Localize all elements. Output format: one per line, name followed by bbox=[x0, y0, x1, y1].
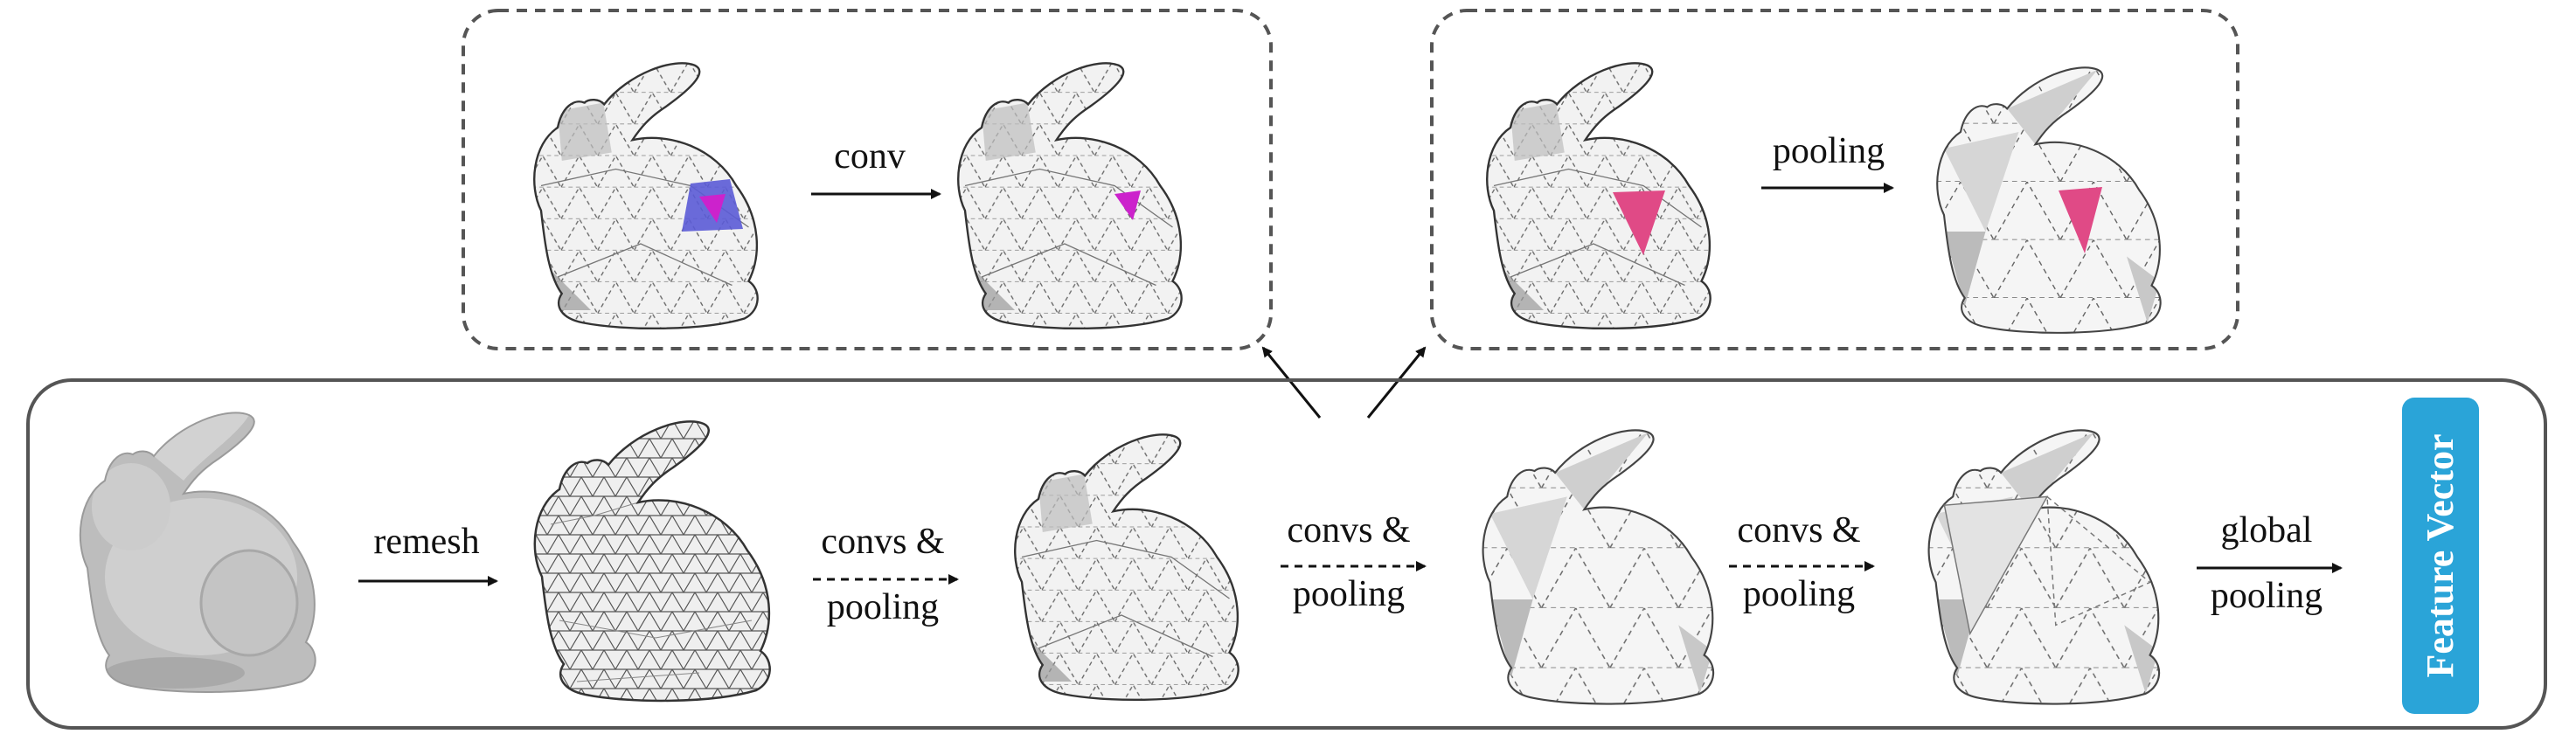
conv-detail-box bbox=[462, 9, 1273, 350]
stage2-label-line2: pooling bbox=[1293, 574, 1405, 614]
conv-label: conv bbox=[834, 136, 906, 177]
conv-input-mesh: bunny-wireframe-icon bbox=[524, 61, 774, 336]
branch-arrow-to-conv bbox=[1261, 346, 1322, 419]
stage1-label-line2: pooling bbox=[827, 587, 939, 627]
level1-mesh: bunny-wireframe-icon bbox=[1005, 433, 1254, 707]
pool-input-mesh: bunny-wireframe-icon bbox=[1477, 61, 1726, 336]
global-label-line1: global bbox=[2221, 510, 2313, 550]
conv-output-mesh: bunny-wireframe-icon bbox=[948, 61, 1198, 336]
pooling-label-top: pooling bbox=[1773, 131, 1885, 171]
pool-input-faces bbox=[1613, 190, 1665, 255]
feature-vector-label: Feature Vector bbox=[2419, 434, 2461, 678]
remeshed-mesh: bunny-wireframe-icon bbox=[524, 419, 787, 708]
remesh-label: remesh bbox=[373, 522, 479, 562]
stage2-label-line1: convs & bbox=[1287, 510, 1410, 550]
stage1-label-line1: convs & bbox=[821, 522, 944, 562]
stage3-label-line2: pooling bbox=[1743, 574, 1855, 614]
conv-center-face bbox=[699, 194, 726, 223]
input-mesh: bunny-solid-icon bbox=[80, 412, 316, 692]
feature-vector-box bbox=[2402, 398, 2479, 714]
pool-output-mesh: bunny-wireframe-icon bbox=[1927, 66, 2177, 340]
conv-output-face bbox=[1114, 190, 1141, 220]
branch-arrow-to-pooling bbox=[1366, 346, 1427, 419]
level3-mesh: bunny-wireframe-icon bbox=[1919, 428, 2176, 710]
global-label-line2: pooling bbox=[2211, 576, 2323, 616]
level2-mesh: bunny-wireframe-icon bbox=[1473, 428, 1730, 710]
stage3-label-line1: convs & bbox=[1737, 510, 1860, 550]
pipeline-box bbox=[26, 378, 2547, 730]
pool-output-face bbox=[2059, 187, 2102, 253]
pooling-detail-box bbox=[1430, 9, 2239, 350]
